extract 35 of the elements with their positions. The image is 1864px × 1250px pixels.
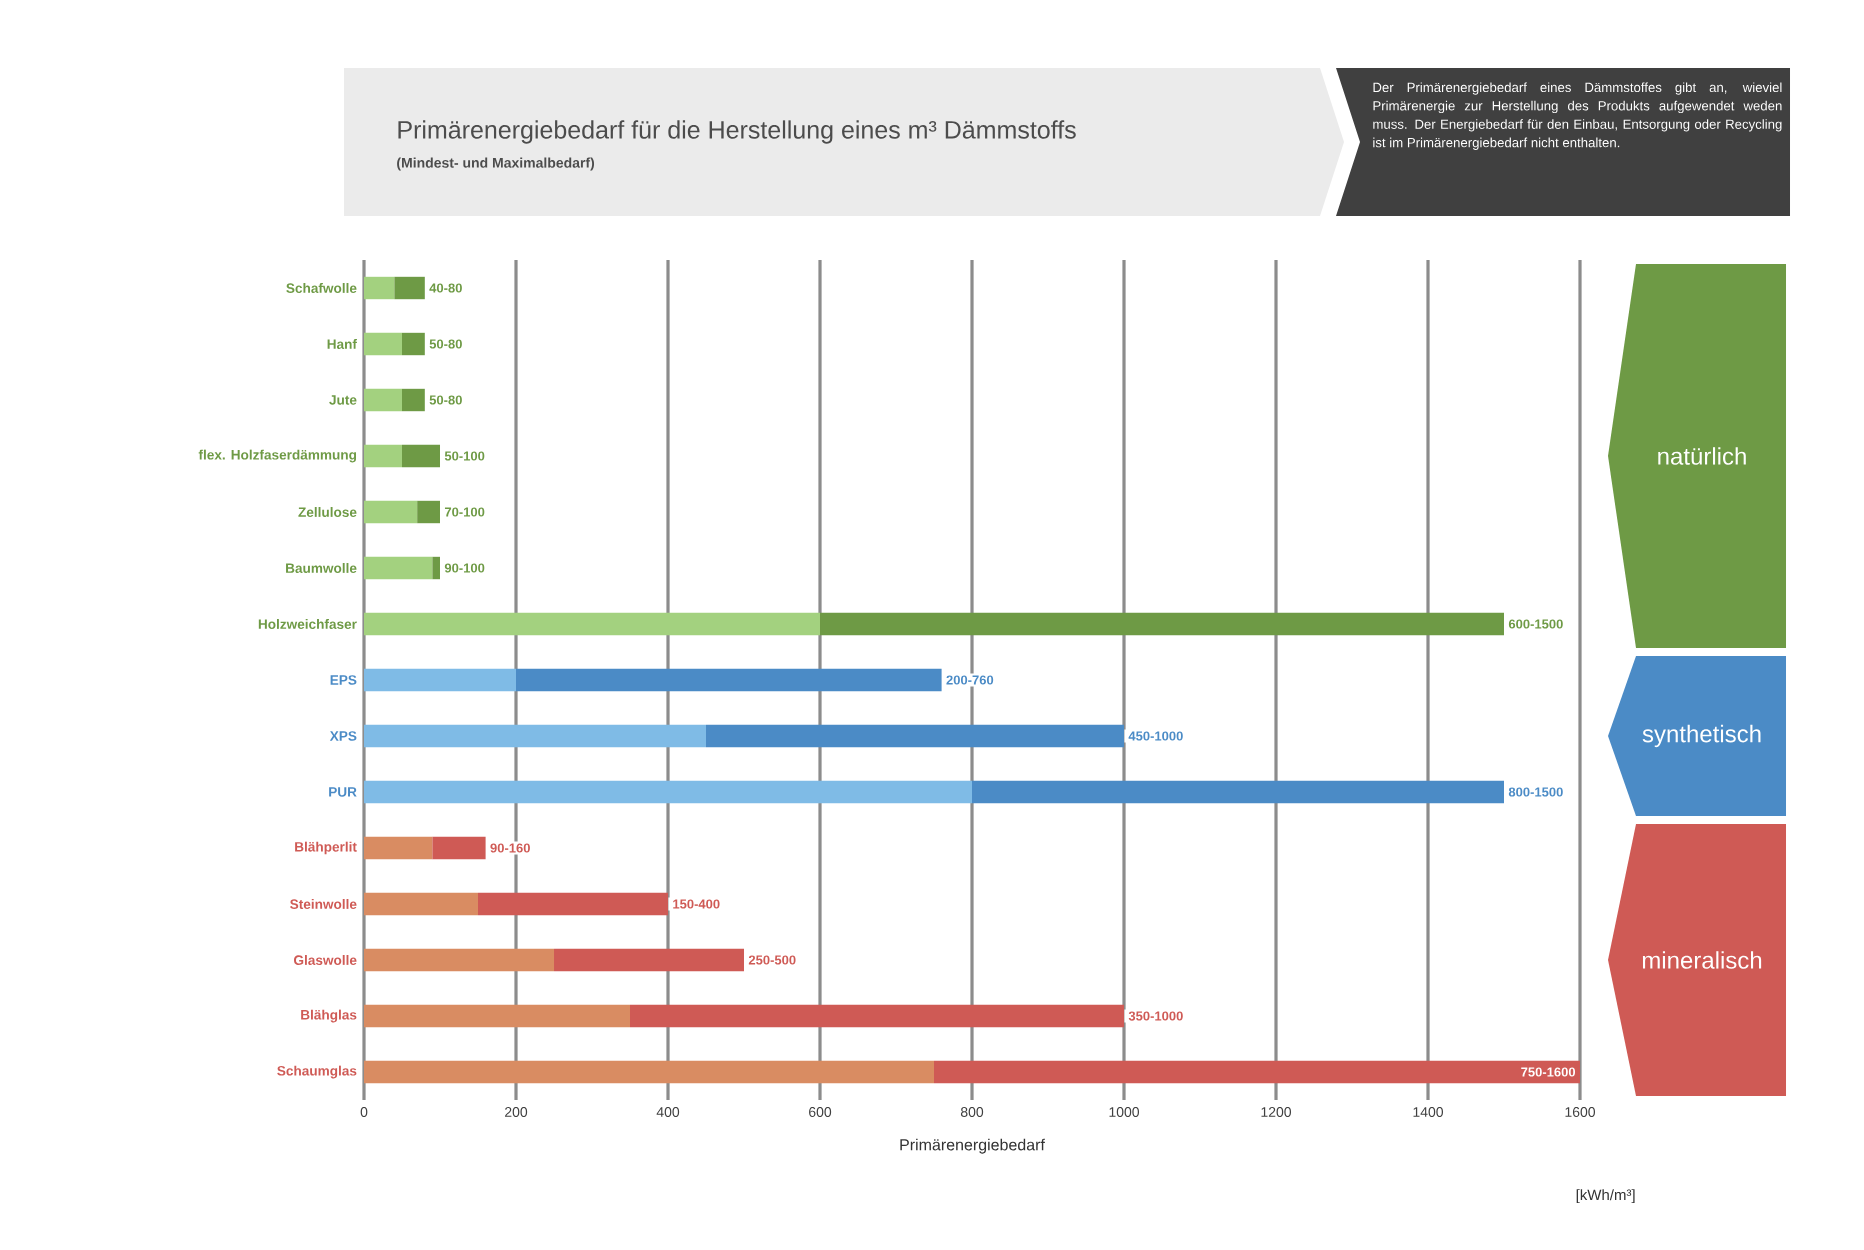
bar: [364, 836, 433, 860]
bar: [478, 892, 668, 916]
bar: [402, 388, 425, 412]
bar: [364, 332, 402, 356]
text: synthetisch: [1642, 724, 1761, 748]
bar: [394, 276, 425, 300]
bar: [554, 948, 745, 972]
bar: [432, 836, 486, 860]
bar: [364, 444, 402, 468]
bar: [972, 780, 1504, 804]
bar: [364, 1004, 630, 1028]
bar: [934, 1060, 1581, 1084]
bar: [432, 556, 441, 580]
bar: [417, 500, 441, 524]
text: natürlich: [1658, 447, 1746, 465]
bar: [364, 668, 517, 692]
bar: [364, 500, 418, 524]
x-axis-title: Primärenergiebedarf: [900, 1138, 1045, 1154]
text: mineralisch: [1642, 951, 1762, 969]
bar: [364, 724, 706, 748]
bar: [364, 892, 479, 916]
bar: [364, 276, 395, 300]
bar: [364, 948, 555, 972]
bar: [402, 332, 425, 356]
bar: [364, 556, 433, 580]
bar: [630, 1004, 1125, 1028]
chart-title: Primärenergiebedarf für die Herstellung eines m³ Dämmstoffs: [398, 120, 1076, 144]
bar: [402, 444, 441, 468]
bar: [516, 668, 942, 692]
bar: [364, 780, 972, 804]
bar: [364, 388, 402, 412]
bar: [820, 612, 1504, 636]
bar: [706, 724, 1125, 748]
bar: [364, 612, 821, 636]
bar: [364, 1060, 934, 1084]
